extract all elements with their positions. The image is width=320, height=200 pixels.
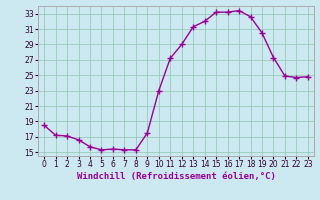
- X-axis label: Windchill (Refroidissement éolien,°C): Windchill (Refroidissement éolien,°C): [76, 172, 276, 181]
